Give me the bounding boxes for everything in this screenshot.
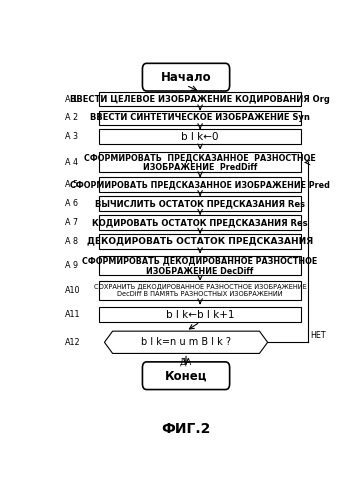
Bar	[99, 256, 301, 275]
Text: ВВЕСТИ СИНТЕТИЧЕСКОЕ ИЗОБРАЖЕНИЕ Syn: ВВЕСТИ СИНТЕТИЧЕСКОЕ ИЗОБРАЖЕНИЕ Syn	[90, 113, 310, 122]
Text: СОХРАНИТЬ ДЕКОДИРОВАННОЕ РАЗНОСТНОЕ ИЗОБРАЖЕНИЕ
DecDiff В ПАМЯТЬ РАЗНОСТНЫХ ИЗОБ: СОХРАНИТЬ ДЕКОДИРОВАННОЕ РАЗНОСТНОЕ ИЗОБ…	[94, 283, 306, 297]
Text: A 4: A 4	[65, 158, 78, 167]
Text: НЕТ: НЕТ	[310, 331, 326, 340]
Text: Конец: Конец	[165, 369, 207, 382]
Text: A 6: A 6	[65, 199, 78, 208]
Text: A 9: A 9	[65, 261, 78, 270]
Text: ВВЕСТИ ЦЕЛЕВОЕ ИЗОБРАЖЕНИЕ КОДИРОВАНИЯ Org: ВВЕСТИ ЦЕЛЕВОЕ ИЗОБРАЖЕНИЕ КОДИРОВАНИЯ O…	[70, 95, 330, 104]
Text: b l k←b l k+1: b l k←b l k+1	[166, 309, 234, 320]
Polygon shape	[105, 331, 268, 353]
Bar	[99, 234, 301, 249]
Text: СФОРМИРОВАТЬ ПРЕДСКАЗАННОЕ ИЗОБРАЖЕНИЕ Pred: СФОРМИРОВАТЬ ПРЕДСКАЗАННОЕ ИЗОБРАЖЕНИЕ P…	[70, 180, 330, 189]
Text: ДА: ДА	[180, 357, 192, 366]
Text: A 7: A 7	[65, 218, 78, 227]
FancyBboxPatch shape	[142, 63, 230, 91]
Text: Начало: Начало	[161, 71, 211, 84]
Text: СФОРМИРОВАТЬ  ПРЕДСКАЗАННОЕ  РАЗНОСТНОЕ
ИЗОБРАЖЕНИЕ  PredDiff: СФОРМИРОВАТЬ ПРЕДСКАЗАННОЕ РАЗНОСТНОЕ ИЗ…	[84, 153, 316, 172]
Text: A 8: A 8	[65, 237, 78, 246]
Bar	[99, 129, 301, 144]
Text: ДЕКОДИРОВАТЬ ОСТАТОК ПРЕДСКАЗАНИЯ: ДЕКОДИРОВАТЬ ОСТАТОК ПРЕДСКАЗАНИЯ	[87, 237, 313, 246]
Bar	[99, 281, 301, 300]
Bar	[99, 111, 301, 125]
Text: b l k←0: b l k←0	[182, 132, 219, 142]
Text: КОДИРОВАТЬ ОСТАТОК ПРЕДСКАЗАНИЯ Res: КОДИРОВАТЬ ОСТАТОК ПРЕДСКАЗАНИЯ Res	[92, 218, 308, 227]
Bar	[99, 153, 301, 173]
Bar	[99, 196, 301, 211]
Text: СФОРМИРОВАТЬ ДЕКОДИРОВАННОЕ РАЗНОСТНОЕ
ИЗОБРАЖЕНИЕ DecDiff: СФОРМИРОВАТЬ ДЕКОДИРОВАННОЕ РАЗНОСТНОЕ И…	[82, 256, 318, 275]
Text: b l k=n u m B l k ?: b l k=n u m B l k ?	[141, 337, 231, 347]
Bar	[99, 92, 301, 106]
Text: A 3: A 3	[65, 132, 78, 141]
Bar	[99, 307, 301, 322]
FancyBboxPatch shape	[142, 362, 230, 390]
Text: ВЫЧИСЛИТЬ ОСТАТОК ПРЕДСКАЗАНИЯ Res: ВЫЧИСЛИТЬ ОСТАТОК ПРЕДСКАЗАНИЯ Res	[95, 199, 305, 208]
Bar	[99, 215, 301, 230]
Text: A11: A11	[65, 310, 81, 319]
Text: A 2: A 2	[65, 113, 78, 122]
Text: A 1: A 1	[65, 95, 78, 104]
Text: A10: A10	[65, 286, 81, 295]
Text: A12: A12	[65, 338, 81, 347]
Text: A 5: A 5	[65, 180, 78, 189]
Bar	[99, 178, 301, 192]
Text: ФИГ.2: ФИГ.2	[161, 422, 211, 436]
